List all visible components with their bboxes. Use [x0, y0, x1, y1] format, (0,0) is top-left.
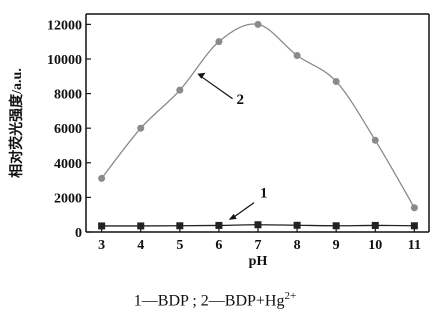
y-tick-label: 4000 — [54, 157, 82, 172]
series-1-point — [215, 221, 223, 229]
series-1-point — [293, 221, 301, 229]
y-axis-title: 相对荧光强度/a.u. — [8, 68, 25, 178]
chart: 3 4 5 6 7 8 9 10 11 020004000600080001000012000 … — [8, 13, 430, 269]
x-tick-label: 11 — [408, 238, 421, 253]
series-2-arrow-head — [197, 72, 206, 79]
plot-frame — [85, 13, 430, 233]
series-2-point — [410, 204, 418, 212]
series-1-point — [98, 222, 106, 230]
x-tick-label: 8 — [294, 238, 301, 253]
series-1-arrow-head — [228, 213, 237, 220]
series-1-point — [371, 221, 379, 229]
y-axis: 0 2000 4000 6000 8000 10000 12000 — [47, 18, 91, 241]
x-tick-label: 6 — [215, 238, 222, 253]
y-tick-label: 8000 — [54, 88, 82, 103]
x-tick-label: 4 — [137, 238, 144, 253]
x-tick-label: 5 — [176, 238, 183, 253]
y-tick-label: 2000 — [54, 191, 82, 206]
figure-caption: 1—BDP ; 2—BDP+Hg2+ — [0, 290, 430, 310]
series-2-point — [254, 20, 262, 28]
caption-superscript: 2+ — [284, 290, 297, 302]
series-2-point — [176, 86, 184, 94]
series-1-point — [332, 222, 340, 230]
series-2-point — [332, 77, 340, 85]
caption-main: 1—BDP ; 2—BDP+Hg — [133, 292, 285, 310]
series-2-point — [98, 174, 106, 182]
x-tick-label: 9 — [333, 238, 340, 253]
series-1-arrow-line — [232, 202, 255, 219]
series-1-point — [254, 221, 262, 229]
series-2-label: 2 — [237, 92, 245, 108]
series-markers — [98, 20, 418, 230]
y-tick-label: 12000 — [47, 18, 82, 33]
y-tick-label: 6000 — [54, 122, 82, 137]
series-1-point — [137, 222, 145, 230]
series-2-line — [101, 23, 415, 209]
series-2-point — [215, 38, 223, 46]
x-tick-label: 3 — [98, 238, 105, 253]
series-2-arrow-line — [201, 76, 233, 100]
x-tick-label: 7 — [255, 238, 262, 253]
series-lines — [101, 23, 415, 227]
y-tick-label: 0 — [75, 226, 82, 241]
y-tick-label: 10000 — [47, 53, 82, 68]
series-2-point — [371, 136, 379, 144]
series-1-point — [410, 222, 418, 230]
series-2-point — [137, 124, 145, 132]
series-labels: 21 — [197, 72, 268, 220]
x-tick-label: 10 — [368, 238, 382, 253]
series-1-point — [176, 222, 184, 230]
x-axis: 3 4 5 6 7 8 9 10 11 — [98, 227, 421, 253]
x-axis-title: pH — [249, 254, 268, 269]
series-2-point — [293, 52, 301, 60]
series-1-label: 1 — [260, 185, 268, 201]
